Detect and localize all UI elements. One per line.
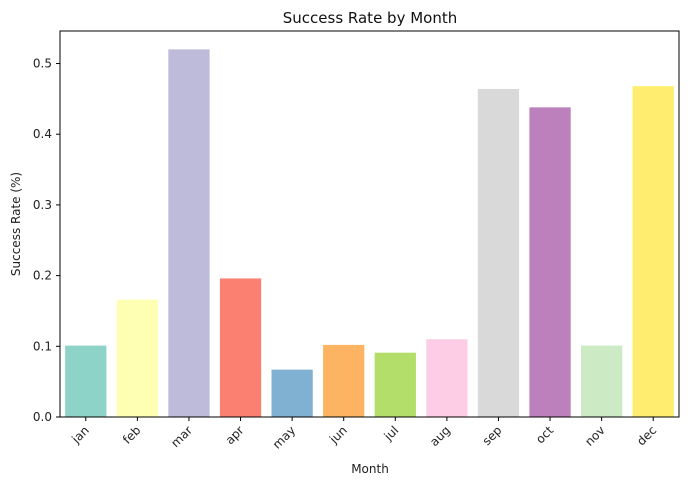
- x-tick-label-may: may: [270, 423, 298, 451]
- bar-sep: [477, 88, 520, 417]
- y-axis: 0.0 0.1 0.2 0.3 0.4 0.5: [33, 57, 60, 424]
- bar-mar: [168, 49, 210, 417]
- x-tick-label-jan: jan: [68, 423, 92, 447]
- x-axis: jan feb mar apr may jun jul aug sep oct nov dec: [68, 417, 659, 452]
- x-tick-label-aug: aug: [427, 423, 453, 449]
- bar-feb: [116, 299, 159, 417]
- y-tick-label: 0.2: [33, 269, 52, 283]
- x-tick-label-mar: mar: [168, 423, 195, 450]
- bars-layer: [65, 49, 674, 417]
- bar-jan: [65, 345, 107, 417]
- bar-apr: [219, 278, 262, 417]
- bar-aug: [426, 339, 468, 417]
- x-axis-label: Month: [351, 462, 389, 476]
- bar-may: [271, 369, 313, 417]
- y-tick-label: 0.3: [33, 198, 52, 212]
- x-tick-label-apr: apr: [223, 423, 247, 447]
- y-axis-label: Success Rate (%): [9, 172, 23, 276]
- bar-jul: [374, 352, 416, 417]
- y-tick-label: 0.1: [33, 339, 52, 353]
- x-tick-label-jul: jul: [381, 423, 402, 444]
- y-tick-label: 0.5: [33, 57, 52, 71]
- bar-dec: [632, 86, 674, 417]
- x-tick-label-sep: sep: [480, 423, 505, 448]
- chart-title: Success Rate by Month: [283, 9, 458, 27]
- y-tick-label: 0.4: [33, 127, 52, 141]
- x-tick-label-feb: feb: [120, 423, 144, 447]
- x-tick-label-nov: nov: [582, 423, 608, 449]
- bar-nov: [580, 345, 623, 417]
- bar-jun: [323, 344, 365, 417]
- x-tick-label-oct: oct: [533, 423, 556, 446]
- x-tick-label-dec: dec: [634, 423, 659, 448]
- bar-oct: [529, 107, 571, 417]
- plot-frame: [59, 30, 680, 418]
- y-tick-label: 0.0: [33, 410, 52, 424]
- x-tick-label-jun: jun: [326, 423, 350, 447]
